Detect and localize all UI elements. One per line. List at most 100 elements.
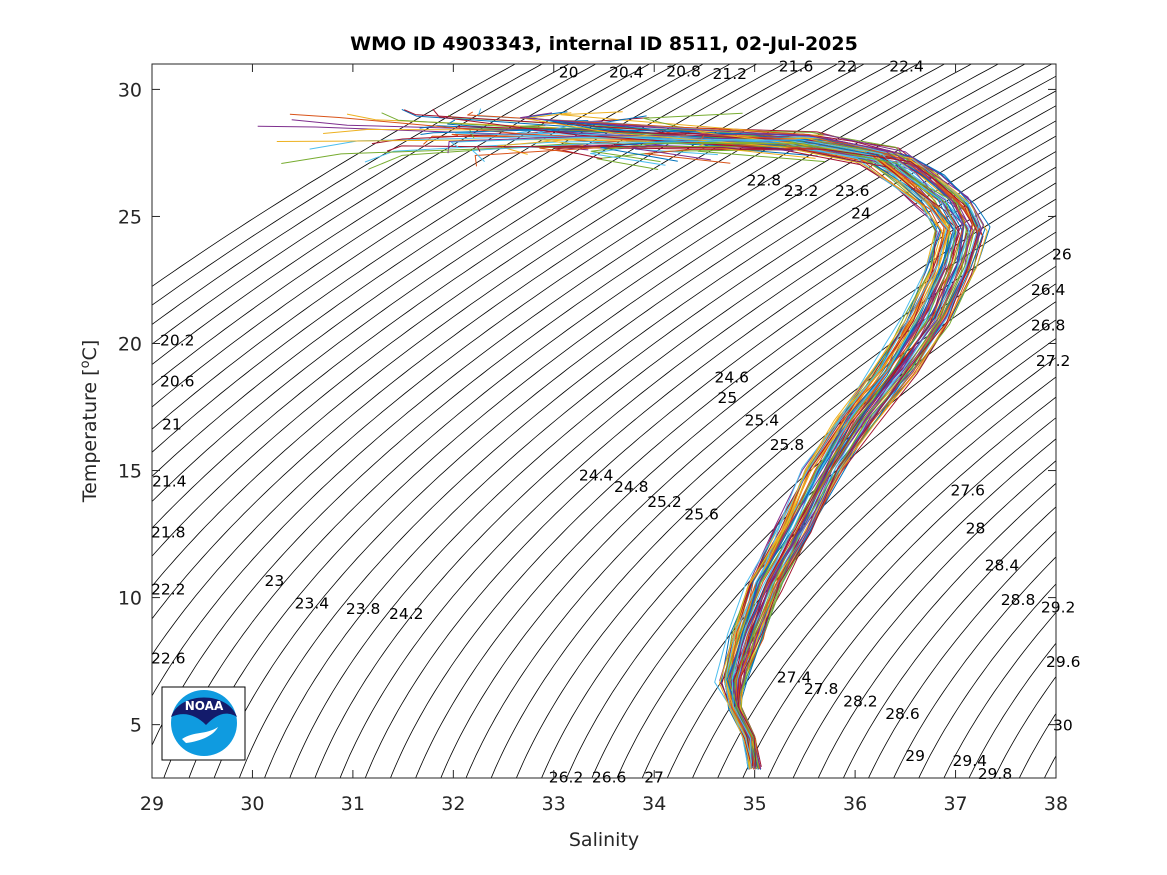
y-tick-label: 10 <box>118 588 142 610</box>
density-contour-line <box>152 64 731 453</box>
profile-line <box>381 112 936 768</box>
density-contour-label: 28.2 <box>843 693 878 711</box>
profile-line <box>455 131 939 770</box>
density-contour-label: 23.2 <box>784 182 819 200</box>
density-contour-label: 27.6 <box>951 482 986 500</box>
density-contour-label: 20.8 <box>666 62 701 80</box>
density-contour-label: 24.4 <box>579 466 614 484</box>
density-contour-line <box>717 396 1056 778</box>
density-contour-line <box>152 64 678 408</box>
density-contour-line <box>1043 754 1056 778</box>
profile-lines <box>257 108 991 770</box>
density-contour-line <box>152 64 812 529</box>
noaa-logo-bird <box>171 697 237 725</box>
density-contour-line <box>817 482 1056 778</box>
density-contour-line <box>152 64 597 345</box>
density-contour-label: 20 <box>559 64 579 82</box>
y-axis-label: Temperature [oC] <box>78 340 101 503</box>
density-contour-label: 22.8 <box>747 172 782 190</box>
density-contour-line <box>868 530 1056 778</box>
density-contour-line <box>842 506 1056 778</box>
density-contour-label: 26 <box>1052 245 1072 263</box>
density-contour-line <box>152 64 651 386</box>
y-tick-label: 15 <box>118 461 142 483</box>
density-contour-line <box>465 214 1056 778</box>
density-contour-line <box>152 64 704 430</box>
density-contour-line <box>152 64 839 557</box>
density-contour-line <box>390 166 1056 778</box>
density-contour-label: 25.6 <box>684 506 719 524</box>
density-contour-label: 29.6 <box>1046 653 1081 671</box>
profile-line <box>386 145 937 768</box>
profile-line <box>450 137 948 769</box>
density-contour-label: 25.8 <box>770 436 805 454</box>
density-contour-label: 29.8 <box>978 765 1013 783</box>
density-contour-label: 22 <box>837 57 857 75</box>
density-contour-label: 28 <box>966 520 986 538</box>
x-axis-ticks: 29 30 31 32 33 34 35 36 37 38 <box>140 64 1068 815</box>
x-tick-label: 38 <box>1044 793 1068 815</box>
y-tick-label: 20 <box>118 334 142 356</box>
x-tick-label: 36 <box>843 793 867 815</box>
density-contour-label: 27.8 <box>804 680 839 698</box>
density-contour-line <box>152 64 865 587</box>
density-contour-label: 24.6 <box>715 369 750 387</box>
density-contour-line <box>152 64 543 306</box>
density-contour-label: 23.6 <box>835 182 870 200</box>
density-contour-line <box>152 64 624 365</box>
profile-line <box>590 142 957 770</box>
density-contour-label: 29.2 <box>1041 599 1076 617</box>
density-contour-label: 23 <box>265 572 285 590</box>
density-contour-label: 22.2 <box>151 581 186 599</box>
x-tick-label: 34 <box>642 793 666 815</box>
density-contour-line <box>515 248 1056 778</box>
density-contour-label: 25.4 <box>745 412 780 430</box>
profile-line <box>476 145 978 767</box>
density-contour-label: 27.2 <box>1036 352 1071 370</box>
density-contour-line <box>152 64 785 503</box>
density-contour-line <box>591 301 1056 778</box>
density-contour-line <box>152 64 946 697</box>
density-contour-line <box>943 611 1056 778</box>
density-contour-line <box>692 376 1056 778</box>
density-contour-line <box>641 337 1056 778</box>
density-contour-line <box>742 417 1056 778</box>
density-contour-label: 23.4 <box>295 595 330 613</box>
density-contour-line <box>767 438 1056 778</box>
profile-line <box>524 112 943 769</box>
density-contour-label: 24.2 <box>389 605 424 623</box>
density-contour-line <box>152 64 973 747</box>
density-contour-label: 22.4 <box>889 57 924 75</box>
density-contour-line <box>893 556 1056 778</box>
density-contour-label: 28.8 <box>1001 591 1036 609</box>
density-contour-line <box>364 151 1056 778</box>
density-contour-line <box>152 64 892 620</box>
density-contour-label: 20.2 <box>160 332 195 350</box>
density-contour-label: 28.4 <box>985 557 1020 575</box>
density-contour-label: 30 <box>1053 717 1073 735</box>
density-contour-label: 21.8 <box>151 524 186 542</box>
profile-line <box>432 108 960 767</box>
plot-frame <box>151 63 1057 779</box>
x-tick-label: 30 <box>240 793 264 815</box>
y-axis-label-main: Temperature [ <box>79 368 101 503</box>
density-contour-labels: 20 20.4 20.8 21.2 21.6 22 22.4 22.823.2 23.6 24 20… <box>151 57 1081 786</box>
y-tick-label: 25 <box>118 206 142 228</box>
density-contour-label: 21.6 <box>779 57 814 75</box>
density-contour-line <box>616 319 1056 778</box>
y-axis-ticks: 5 10 15 20 25 30 <box>118 79 1056 737</box>
density-contour-label: 21 <box>162 416 182 434</box>
profile-line <box>472 139 956 769</box>
y-axis-label-unit: C] <box>79 340 101 361</box>
density-contour-line <box>213 64 1053 778</box>
density-contour-line <box>152 64 516 287</box>
noaa-logo: NOAA <box>161 686 246 761</box>
density-contour-label: 24.8 <box>614 478 649 496</box>
chart-title: WMO ID 4903343, internal ID 8511, 02-Jul… <box>350 33 858 55</box>
density-contour-label: 27.4 <box>777 668 812 686</box>
density-contour-line <box>415 182 1056 778</box>
density-contour-line <box>152 64 919 656</box>
x-tick-label: 35 <box>743 793 767 815</box>
density-contour-label: 26.8 <box>1031 316 1066 334</box>
y-axis-label-superscript: o <box>78 360 93 368</box>
